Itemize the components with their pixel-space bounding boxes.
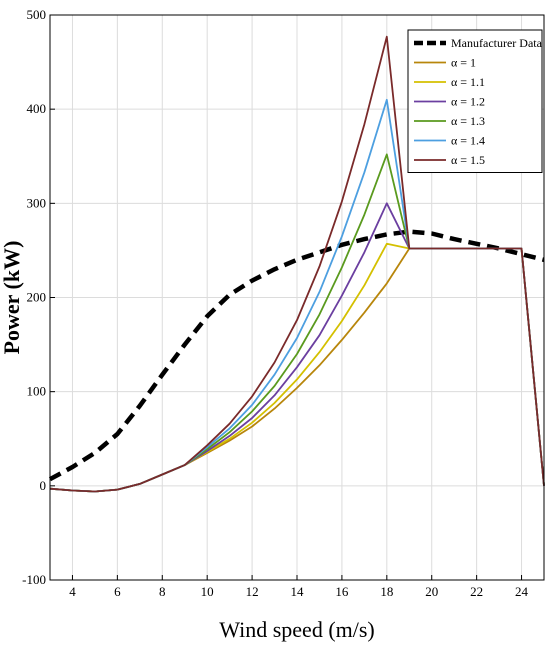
legend-label-0: Manufacturer Data xyxy=(451,36,543,50)
legend-label-6: α = 1.5 xyxy=(451,153,485,167)
legend-label-1: α = 1 xyxy=(451,56,476,70)
series-lines xyxy=(48,35,545,493)
legend-label-4: α = 1.3 xyxy=(451,114,485,128)
x-tick-label: 4 xyxy=(69,584,76,599)
x-tick-label: 20 xyxy=(425,584,438,599)
legend-label-2: α = 1.1 xyxy=(451,75,485,89)
y-tick-label: 200 xyxy=(27,290,47,305)
x-tick-label: 22 xyxy=(470,584,483,599)
y-tick-label: 100 xyxy=(27,384,47,399)
legend-label-5: α = 1.4 xyxy=(451,134,485,148)
x-tick-label: 8 xyxy=(159,584,166,599)
y-tick-label: 400 xyxy=(27,101,47,116)
x-tick-label: 6 xyxy=(114,584,121,599)
x-tick-label: 10 xyxy=(201,584,214,599)
y-axis-title: Power (kW) xyxy=(0,241,24,355)
y-tick-label: 500 xyxy=(27,7,47,22)
y-tick-label: 300 xyxy=(27,195,47,210)
x-tick-label: 14 xyxy=(291,584,305,599)
legend-label-3: α = 1.2 xyxy=(451,95,485,109)
y-tick-label: 0 xyxy=(40,478,47,493)
series-line-0 xyxy=(48,229,545,482)
x-tick-label: 12 xyxy=(246,584,259,599)
x-tick-label: 24 xyxy=(515,584,529,599)
y-tick-label: -100 xyxy=(22,572,46,587)
series-line-6 xyxy=(49,35,545,493)
x-tick-label: 18 xyxy=(380,584,393,599)
x-tick-label: 16 xyxy=(335,584,349,599)
legend: Manufacturer Data α = 1 α = 1.1 α = 1.2 α = … xyxy=(407,29,543,173)
axis-ticks: 4 6 8 10 12 14 16 18 20 22 24 -100 0 100 200 300 400 500 xyxy=(22,7,528,599)
x-axis-title: Wind speed (m/s) xyxy=(219,617,375,642)
